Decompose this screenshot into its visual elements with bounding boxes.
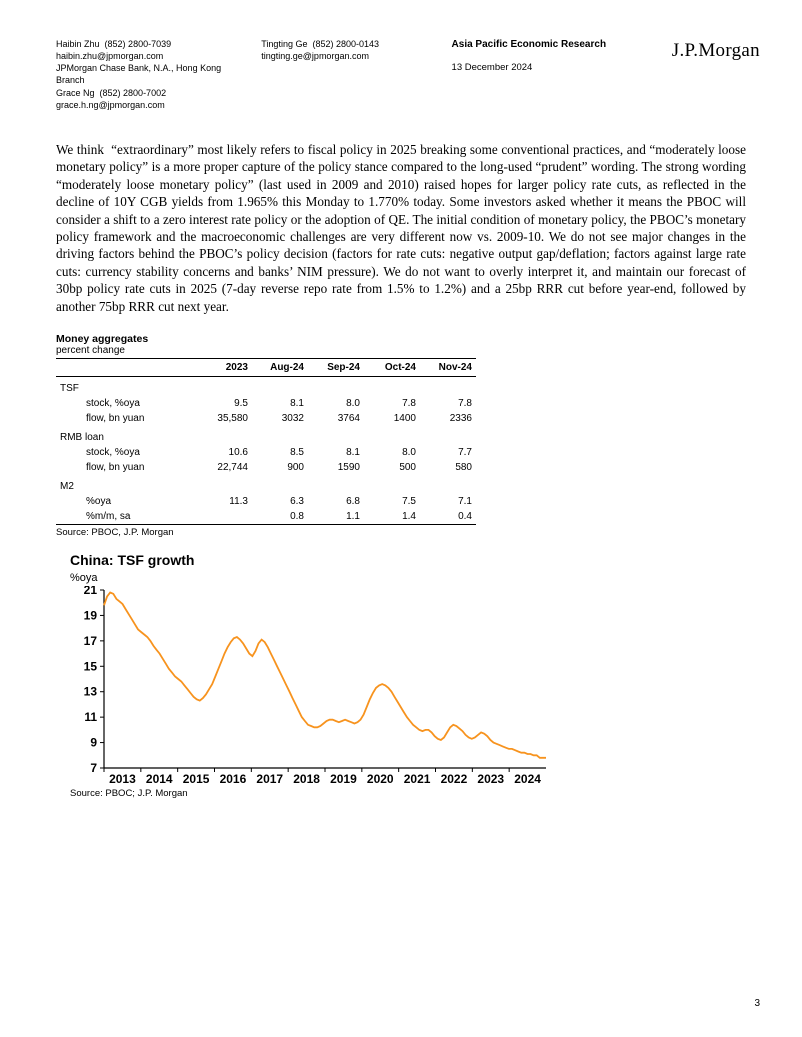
firm-name: JPMorgan Chase Bank, N.A., Hong Kong Bra… — [56, 62, 231, 86]
table-cell: 1.1 — [308, 509, 364, 525]
table-cell: 35,580 — [196, 411, 252, 426]
table-group-label: M2 — [56, 475, 476, 494]
money-aggregates-table: Money aggregates percent change 2023Aug-… — [56, 333, 476, 538]
table-cell: 8.5 — [252, 445, 308, 460]
svg-text:2021: 2021 — [404, 772, 431, 786]
chart-source: Source: PBOC; J.P. Morgan — [70, 788, 550, 799]
svg-text:2023: 2023 — [477, 772, 504, 786]
data-table: 2023Aug-24Sep-24Oct-24Nov-24 TSFstock, %… — [56, 358, 476, 525]
tsf-growth-chart: China: TSF growth %oya 7 9 11 13 15 17 19 21 201… — [70, 552, 550, 799]
brand-logo: J.P.Morgan — [672, 38, 760, 111]
table-col-header: Oct-24 — [364, 359, 420, 377]
svg-text:17: 17 — [84, 634, 98, 648]
author1-phone: (852) 2800-7039 — [105, 39, 172, 49]
page-header: Haibin Zhu (852) 2800-7039 haibin.zhu@jp… — [0, 0, 802, 111]
table-cell: 7.8 — [364, 396, 420, 411]
author3-name: Tingting Ge — [261, 39, 307, 49]
table-cell: 7.1 — [420, 494, 476, 509]
author2-name: Grace Ng — [56, 88, 95, 98]
table-cell: 7.7 — [420, 445, 476, 460]
table-subtitle: percent change — [56, 345, 476, 356]
author1-name: Haibin Zhu — [56, 39, 100, 49]
table-cell: 3032 — [252, 411, 308, 426]
svg-text:2024: 2024 — [514, 772, 541, 786]
table-cell — [196, 509, 252, 525]
author-block-2: Tingting Ge (852) 2800-0143 tingting.ge@… — [261, 38, 421, 111]
table-cell: 9.5 — [196, 396, 252, 411]
table-cell: 7.8 — [420, 396, 476, 411]
svg-text:11: 11 — [84, 710, 97, 724]
table-row-label: %m/m, sa — [56, 509, 196, 525]
author2-email: grace.h.ng@jpmorgan.com — [56, 99, 231, 111]
table-cell: 1.4 — [364, 509, 420, 525]
table-row-label: flow, bn yuan — [56, 411, 196, 426]
svg-text:2017: 2017 — [256, 772, 283, 786]
author1-email: haibin.zhu@jpmorgan.com — [56, 50, 231, 62]
table-col-header: Aug-24 — [252, 359, 308, 377]
table-cell: 1400 — [364, 411, 420, 426]
author2-line: Grace Ng (852) 2800-7002 — [56, 87, 231, 99]
svg-text:2016: 2016 — [220, 772, 247, 786]
chart-canvas: 7 9 11 13 15 17 19 21 2013 2014 2015 2016 2017 2018 20… — [70, 586, 550, 786]
svg-text:13: 13 — [84, 685, 98, 699]
author2-phone: (852) 2800-7002 — [100, 88, 167, 98]
svg-text:7: 7 — [90, 761, 97, 775]
svg-text:2020: 2020 — [367, 772, 394, 786]
table-group-label: TSF — [56, 377, 476, 397]
page-number: 3 — [754, 998, 760, 1009]
table-cell: 6.3 — [252, 494, 308, 509]
body-paragraph: We think “extraordinary” most likely ref… — [0, 111, 802, 315]
table-cell: 580 — [420, 460, 476, 475]
author3-line: Tingting Ge (852) 2800-0143 — [261, 38, 421, 50]
table-cell: 900 — [252, 460, 308, 475]
table-row-label: stock, %oya — [56, 396, 196, 411]
author-block-1: Haibin Zhu (852) 2800-7039 haibin.zhu@jp… — [56, 38, 231, 111]
table-cell: 8.0 — [364, 445, 420, 460]
author3-email: tingting.ge@jpmorgan.com — [261, 50, 421, 62]
author3-phone: (852) 2800-0143 — [312, 39, 379, 49]
svg-text:2014: 2014 — [146, 772, 173, 786]
table-row-label: stock, %oya — [56, 445, 196, 460]
table-row-label: %oya — [56, 494, 196, 509]
svg-text:2022: 2022 — [441, 772, 468, 786]
svg-text:21: 21 — [84, 586, 98, 597]
svg-text:2013: 2013 — [109, 772, 136, 786]
table-source: Source: PBOC, J.P. Morgan — [56, 527, 476, 538]
table-cell: 500 — [364, 460, 420, 475]
svg-text:9: 9 — [90, 736, 97, 750]
table-cell: 6.8 — [308, 494, 364, 509]
table-col-header: Nov-24 — [420, 359, 476, 377]
author1-line: Haibin Zhu (852) 2800-7039 — [56, 38, 231, 50]
chart-title: China: TSF growth — [70, 552, 550, 568]
table-cell: 0.4 — [420, 509, 476, 525]
svg-text:15: 15 — [84, 659, 98, 673]
table-cell: 8.1 — [252, 396, 308, 411]
table-cell: 0.8 — [252, 509, 308, 525]
research-info: Asia Pacific Economic Research 13 Decemb… — [452, 38, 642, 111]
table-cell: 22,744 — [196, 460, 252, 475]
table-cell: 7.5 — [364, 494, 420, 509]
table-cell: 11.3 — [196, 494, 252, 509]
svg-text:19: 19 — [84, 608, 98, 622]
table-col-header — [56, 359, 196, 377]
table-cell: 8.1 — [308, 445, 364, 460]
table-cell: 1590 — [308, 460, 364, 475]
svg-text:2019: 2019 — [330, 772, 357, 786]
svg-text:2018: 2018 — [293, 772, 320, 786]
jpmorgan-logo: J.P.Morgan — [672, 38, 760, 64]
publication-date: 13 December 2024 — [452, 62, 642, 75]
table-cell: 10.6 — [196, 445, 252, 460]
table-title: Money aggregates — [56, 333, 476, 345]
table-col-header: 2023 — [196, 359, 252, 377]
table-cell: 8.0 — [308, 396, 364, 411]
table-row-label: flow, bn yuan — [56, 460, 196, 475]
research-title: Asia Pacific Economic Research — [452, 38, 642, 52]
chart-ylabel: %oya — [70, 572, 550, 584]
svg-text:2015: 2015 — [183, 772, 210, 786]
table-cell: 2336 — [420, 411, 476, 426]
table-col-header: Sep-24 — [308, 359, 364, 377]
table-cell: 3764 — [308, 411, 364, 426]
table-group-label: RMB loan — [56, 426, 476, 445]
